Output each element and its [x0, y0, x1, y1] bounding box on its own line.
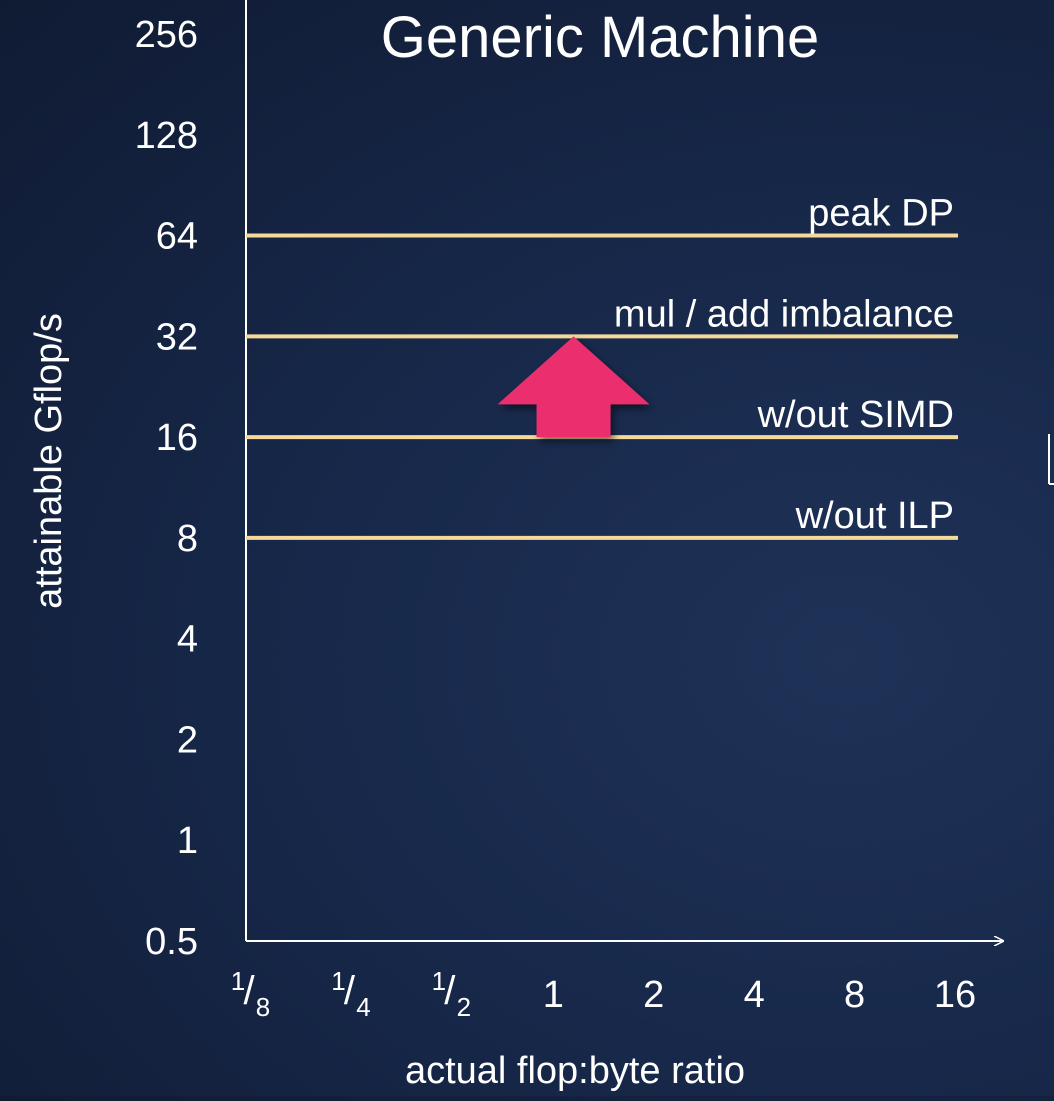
x-tick-label: 2	[643, 974, 664, 1016]
x-tick-label: 1/2	[432, 966, 471, 1022]
x-tick-label: 1/4	[331, 966, 370, 1022]
x-tick-numerator: 1	[331, 966, 345, 996]
x-tick-label: 1	[543, 974, 564, 1016]
chart-title: Generic Machine	[381, 5, 819, 70]
x-tick-denominator: 4	[356, 992, 370, 1022]
y-tick-label: 1	[177, 820, 198, 862]
x-tick-label: 16	[934, 974, 976, 1016]
x-tick-numerator: 1	[231, 966, 245, 996]
ceiling-label: peak DP	[808, 193, 954, 235]
ceiling-label: w/out ILP	[795, 495, 954, 537]
y-tick-label: 2	[177, 719, 198, 761]
x-tick-denominator: 2	[457, 992, 471, 1022]
x-tick-slash: /	[444, 969, 456, 1013]
up-arrow-icon	[497, 336, 650, 438]
y-tick-labels: 256 128 64 32 16 8 4 2 1 0.5	[135, 14, 198, 963]
x-tick-slash: /	[344, 969, 356, 1013]
x-tick-label: 8	[844, 974, 865, 1016]
x-tick-label: 1/8	[231, 966, 270, 1022]
ceiling-lines: peak DP mul / add imbalance w/out SIMD w/ou…	[246, 193, 958, 540]
ceiling-label: mul / add imbalance	[614, 293, 954, 335]
y-tick-label: 8	[177, 518, 198, 560]
performance-marker	[405, 336, 808, 441]
y-axis-label: attainable Gflop/s	[28, 313, 70, 609]
x-tick-label: 4	[744, 974, 765, 1016]
y-tick-label: 64	[156, 216, 198, 258]
x-tick-denominator: 8	[256, 992, 270, 1022]
ceiling-label: w/out SIMD	[757, 394, 954, 436]
x-tick-labels: 1/81/41/2 1 2 4 8 16	[231, 966, 976, 1022]
x-axis-label: actual flop:byte ratio	[405, 1050, 745, 1092]
y-tick-label: 0.5	[145, 921, 198, 963]
y-tick-label: 128	[135, 115, 198, 157]
y-tick-label: 256	[135, 14, 198, 56]
x-tick-slash: /	[243, 969, 255, 1013]
y-tick-label: 32	[156, 316, 198, 358]
y-tick-label: 4	[177, 619, 198, 661]
x-tick-numerator: 1	[432, 966, 446, 996]
y-tick-label: 16	[156, 417, 198, 459]
